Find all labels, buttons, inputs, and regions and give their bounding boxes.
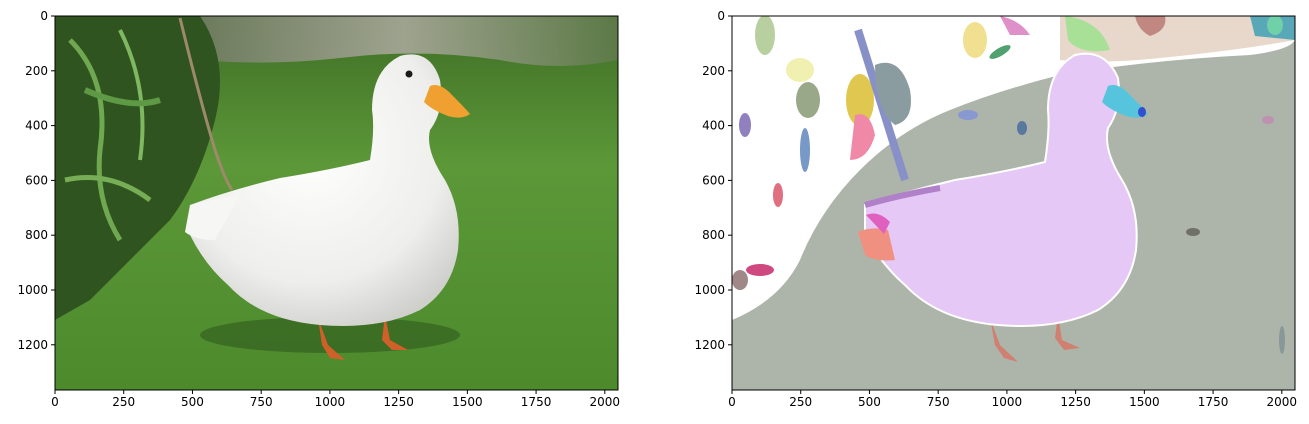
photo-y-tick-label: 800 <box>25 228 48 242</box>
segmentation-y-tick-label: 400 <box>702 119 725 133</box>
segmentation-y-tick-label: 600 <box>702 173 725 187</box>
photo-y-tick-label: 0 <box>40 9 48 23</box>
photo-y-tick-label: 200 <box>25 64 48 78</box>
segmentation-x-tick-label: 1750 <box>1198 395 1229 409</box>
photo-y-tick-label: 400 <box>25 119 48 133</box>
photo-x-tick-label: 250 <box>112 395 135 409</box>
segmentation-y-tick-label: 1000 <box>694 283 725 297</box>
duck-photo <box>55 16 618 390</box>
segmentation-x-tick-label: 1500 <box>1129 395 1160 409</box>
photo-x-tick-label: 1750 <box>521 395 552 409</box>
segmentation-x-tick-label: 250 <box>789 395 812 409</box>
photo-x-tick-label: 1500 <box>452 395 483 409</box>
photo-y-tick-label: 1200 <box>17 338 48 352</box>
photo-x-tick-label: 1000 <box>315 395 346 409</box>
photo-x-tick-label: 0 <box>51 395 59 409</box>
segmentation-y-tick-label: 800 <box>702 228 725 242</box>
segmentation-x-tick-label: 1250 <box>1060 395 1091 409</box>
photo-x-tick-label: 500 <box>181 395 204 409</box>
segmentation-mask <box>732 16 1295 390</box>
segmentation-x-tick-label: 500 <box>858 395 881 409</box>
photo-y-tick-label: 1000 <box>17 283 48 297</box>
segmentation-y-tick-label: 0 <box>717 9 725 23</box>
segmentation-y-tick-label: 200 <box>702 64 725 78</box>
segmentation-x-tick-label: 2000 <box>1267 395 1298 409</box>
segmentation-x-tick-label: 750 <box>927 395 950 409</box>
segmentation-x-tick-label: 0 <box>728 395 736 409</box>
photo-y-tick-label: 600 <box>25 173 48 187</box>
segmentation-y-tick-label: 1200 <box>694 338 725 352</box>
photo-x-tick-label: 1250 <box>383 395 414 409</box>
photo-x-tick-label: 2000 <box>590 395 621 409</box>
segmentation-x-tick-label: 1000 <box>992 395 1023 409</box>
photo-x-tick-label: 750 <box>250 395 273 409</box>
